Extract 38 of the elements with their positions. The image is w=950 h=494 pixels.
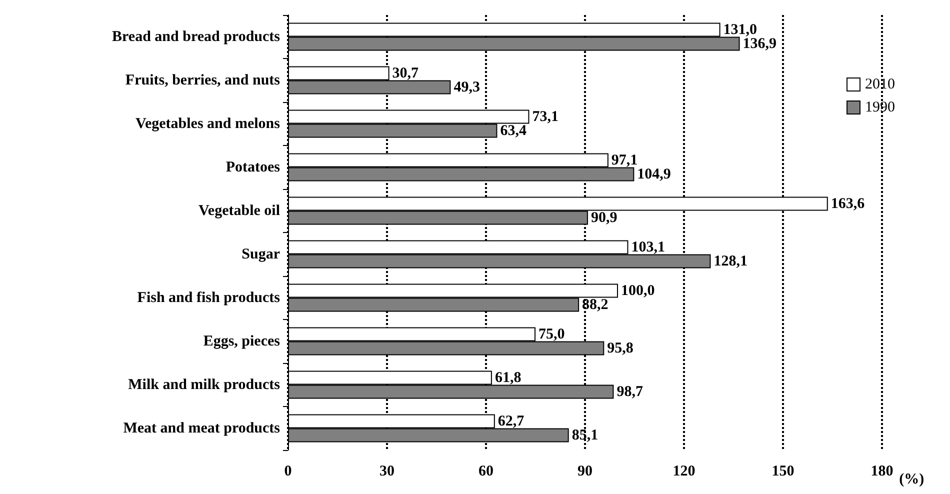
y-tick-label: Eggs, pieces xyxy=(203,333,280,350)
legend-label: 2010 xyxy=(865,76,895,92)
x-tick-label: 60 xyxy=(478,464,494,480)
x-axis-title: (%) xyxy=(899,472,924,488)
data-label: 100,0 xyxy=(621,282,655,299)
data-label: 163,6 xyxy=(830,196,866,212)
y-tick-label: Milk and milk products xyxy=(128,376,280,393)
y-tick-label: Fish and fish products xyxy=(137,290,280,306)
x-tick-label: 180 xyxy=(870,464,894,480)
data-label: 73,1 xyxy=(532,108,558,125)
data-label: 131,0 xyxy=(723,22,758,38)
data-label: 98,7 xyxy=(616,384,644,400)
data-label: 128,1 xyxy=(714,253,748,270)
x-tick-label: 0 xyxy=(284,464,292,480)
data-label: 97,1 xyxy=(611,152,638,168)
data-label: 61,8 xyxy=(494,370,522,386)
legend-label: 1990 xyxy=(865,100,895,116)
data-label: 49,3 xyxy=(454,79,480,96)
y-tick-label: Vegetable oil xyxy=(198,202,280,219)
data-label: 136,9 xyxy=(742,36,777,52)
data-label: 30,7 xyxy=(392,65,420,82)
data-label: 90,9 xyxy=(590,210,618,226)
x-tick-label: 120 xyxy=(672,464,696,480)
data-label: 95,8 xyxy=(607,340,634,356)
data-label: 104,9 xyxy=(637,166,671,182)
y-tick-label: Potatoes xyxy=(226,159,280,176)
data-label: 103,1 xyxy=(631,239,665,256)
y-tick-label: Bread and bread products xyxy=(112,28,280,45)
x-tick-label: 30 xyxy=(380,464,394,480)
y-tick-label: Meat and meat products xyxy=(123,420,280,436)
y-tick-label: Vegetables and melons xyxy=(136,116,280,132)
data-label: 63,4 xyxy=(500,122,527,139)
data-label: 62,7 xyxy=(498,413,525,430)
x-tick-label: 150 xyxy=(772,464,794,480)
data-label: 75,0 xyxy=(538,326,565,342)
y-tick-label: Sugar xyxy=(242,246,280,262)
x-tick-label: 90 xyxy=(578,464,592,480)
y-tick-label: Fruits, berries, and nuts xyxy=(125,72,280,88)
